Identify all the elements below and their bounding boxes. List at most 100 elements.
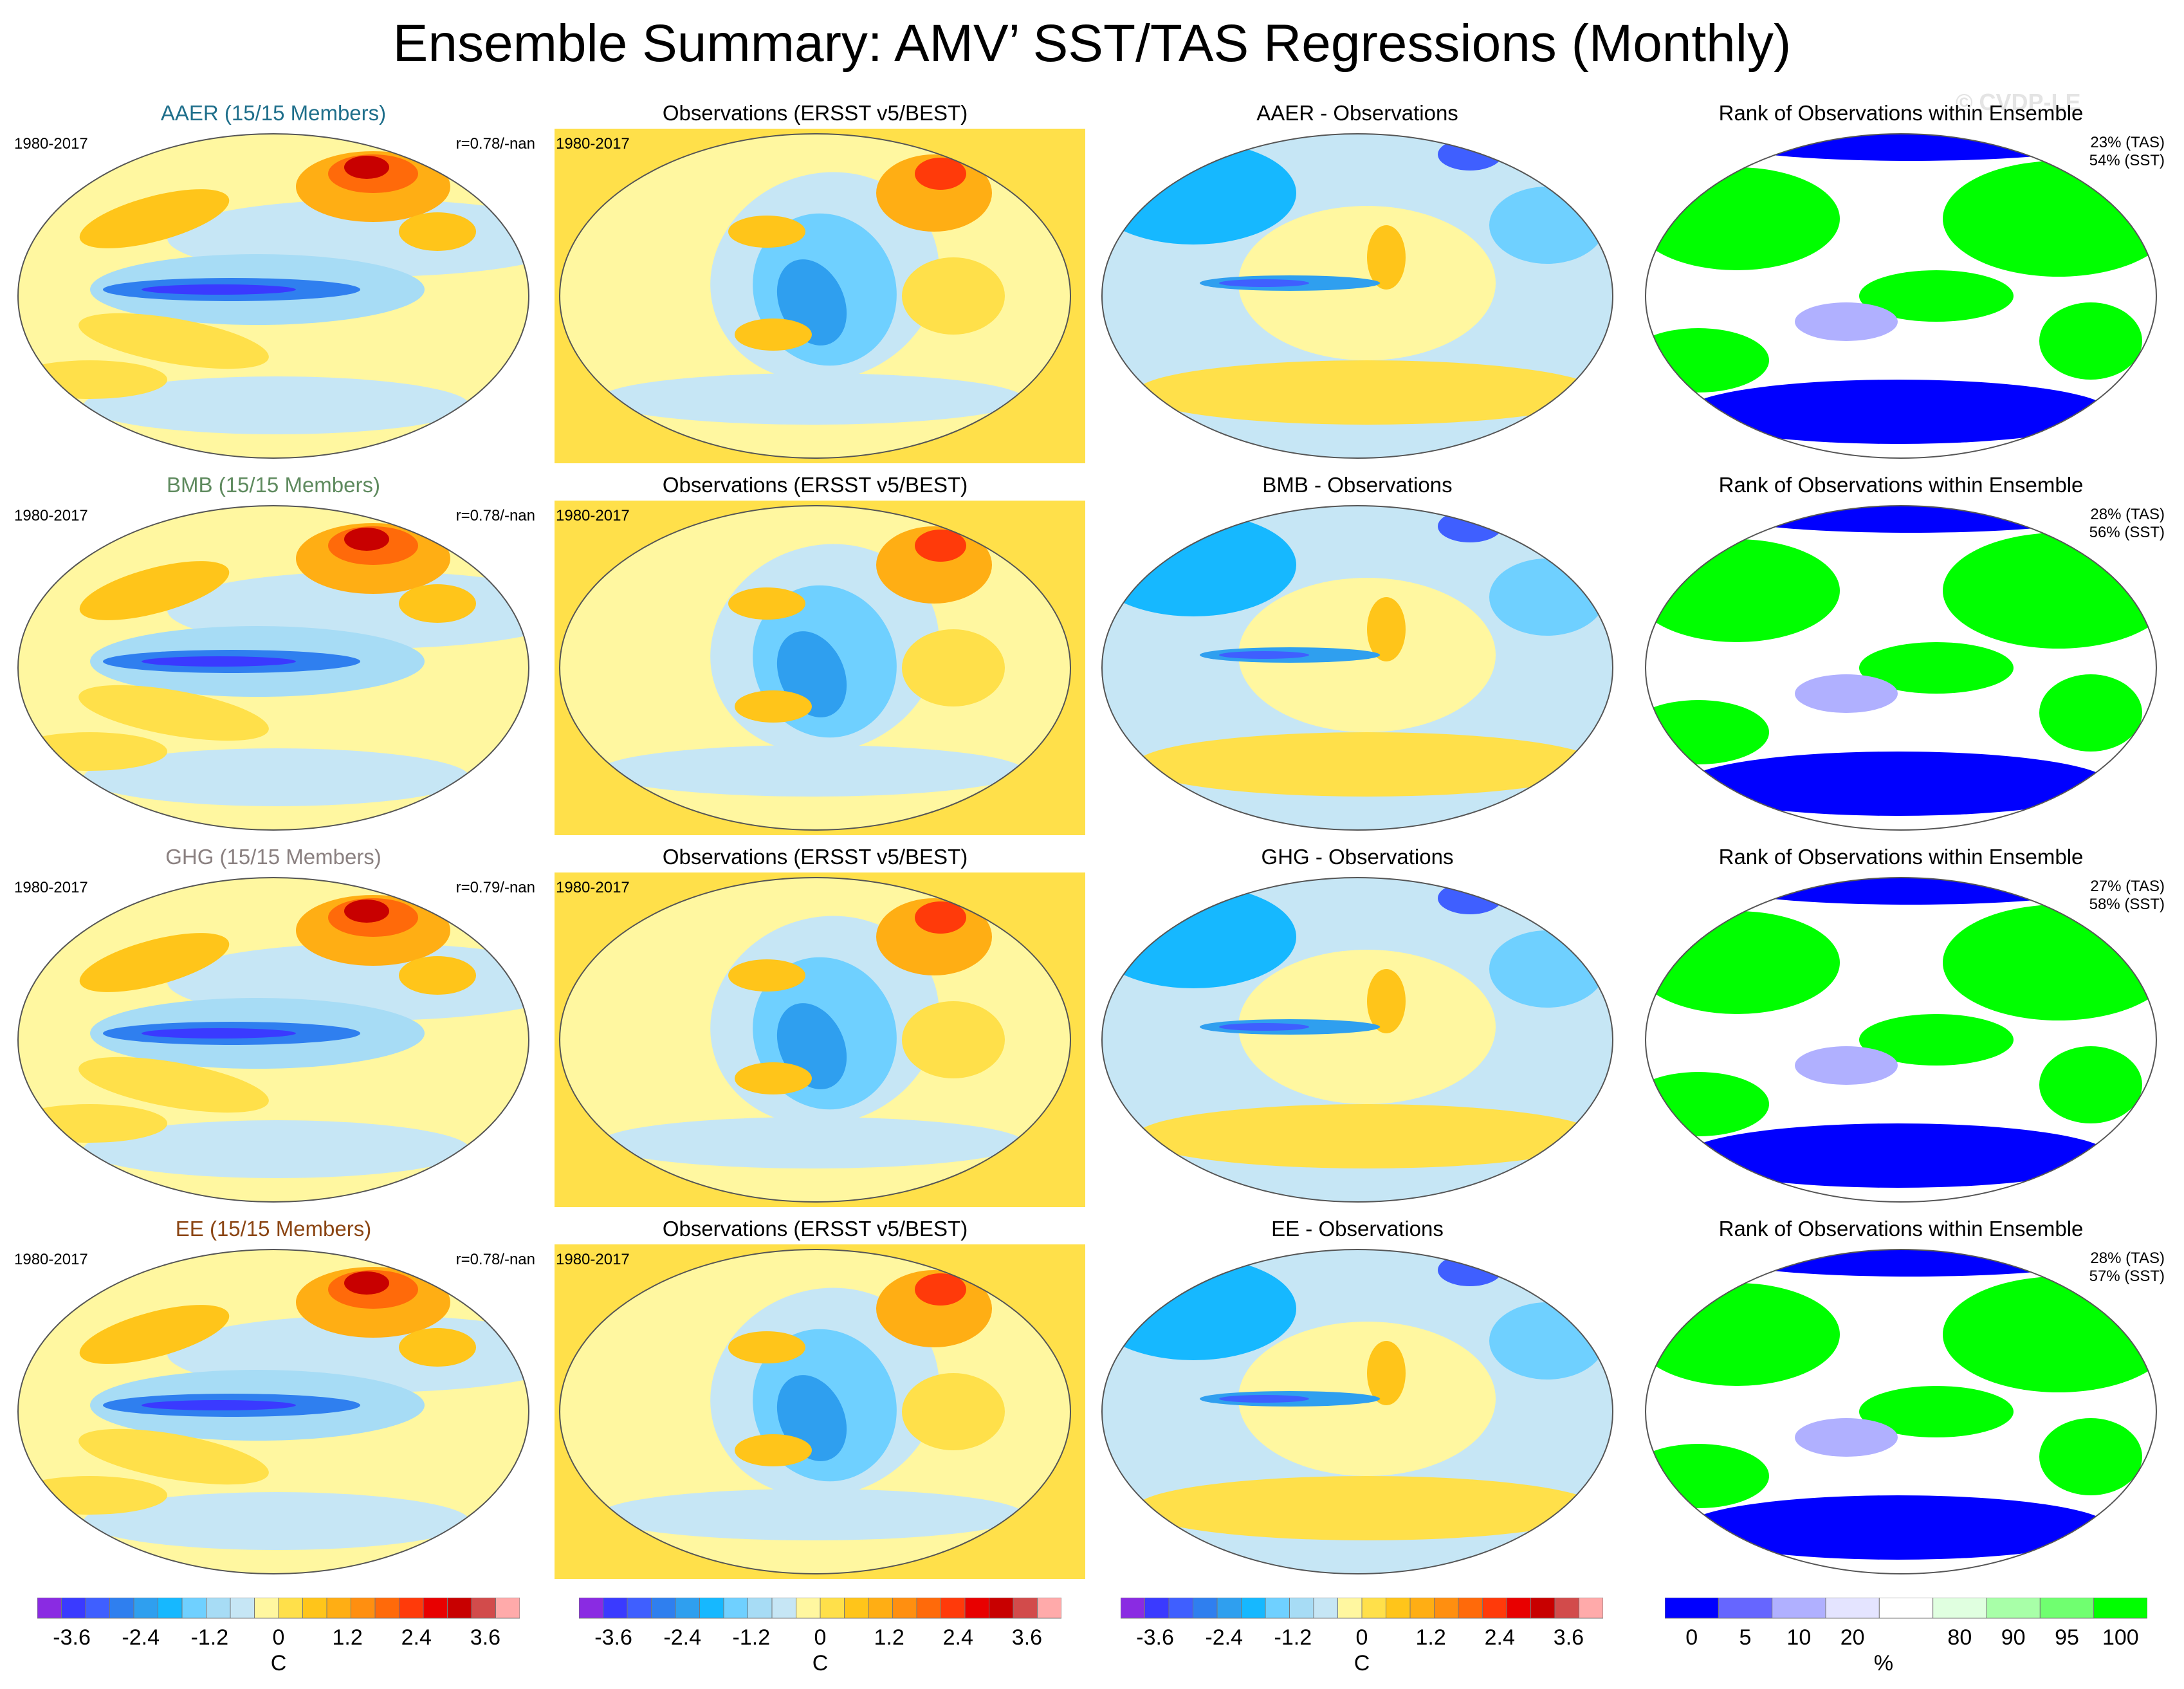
- colorbar-tick-label: -2.4: [122, 1625, 160, 1650]
- rank-pacific-high: [1859, 642, 2014, 694]
- colorbar-swatch: [651, 1597, 676, 1619]
- rank-south-atlantic-high: [2039, 1418, 2142, 1495]
- rank-sst: 56% (SST): [2089, 524, 2165, 541]
- rank-southern-low: [1685, 752, 2110, 816]
- colorbar-swatch: [1825, 1597, 1880, 1619]
- anomaly-southern-ocean-cool: [84, 748, 470, 806]
- anomaly-north-pacific-warm: [79, 561, 230, 620]
- map-svg: [17, 877, 529, 1203]
- anomaly-south-pacific-warm: [78, 313, 269, 369]
- map-outline: [1101, 505, 1613, 831]
- rank-sst: 57% (SST): [2089, 1268, 2165, 1285]
- colorbar-swatch: [1168, 1597, 1193, 1619]
- panel-title: AAER - Observations: [1256, 101, 1458, 125]
- map-outline: [1645, 877, 2157, 1203]
- colorbar-swatch: [627, 1597, 652, 1619]
- difference-southern-ocean-warm: [1135, 732, 1599, 797]
- map-panel-obs: [555, 129, 1088, 463]
- map-outline: [1101, 1249, 1613, 1574]
- difference-eurasia-cool: [1102, 142, 1296, 245]
- difference-north-atlantic-cool: [1438, 138, 1502, 171]
- colorbar-tick-label: -1.2: [1274, 1625, 1312, 1650]
- colorbar-swatch: [1193, 1597, 1218, 1619]
- rank-asia-high: [1646, 1283, 1840, 1386]
- colorbar-swatch: [892, 1597, 917, 1619]
- anomaly-south-pacific-warm: [735, 690, 812, 723]
- map-panel-model: [13, 501, 547, 835]
- colorbar-swatch: [1932, 1597, 1987, 1619]
- colorbar-tick-label: 95: [2055, 1625, 2079, 1650]
- colorbar-swatch: [916, 1597, 941, 1619]
- rank-lavender-patch: [1795, 302, 1898, 341]
- colorbar-tick-label: 80: [1947, 1625, 1972, 1650]
- panel-title: Rank of Observations within Ensemble: [1718, 473, 2084, 497]
- rank-arctic-low: [1718, 506, 2104, 533]
- anomaly-north-pacific-warm: [79, 933, 230, 992]
- colorbar-swatch: [723, 1597, 748, 1619]
- map-svg: [1101, 877, 1613, 1203]
- difference-north-atlantic-cool: [1438, 510, 1502, 542]
- panel-title: Rank of Observations within Ensemble: [1718, 1217, 2084, 1241]
- colorbar-swatch: [1265, 1597, 1290, 1619]
- colorbar-svg: [578, 1597, 1062, 1619]
- colorbar-swatch: [181, 1597, 206, 1619]
- rank-southern-low: [1685, 1495, 2110, 1560]
- colorbar-swatch: [748, 1597, 773, 1619]
- difference-equatorial-deep: [1219, 1395, 1309, 1403]
- rank-tas: 23% (TAS): [2090, 134, 2165, 151]
- map-outline: [1101, 133, 1613, 459]
- map-panel-obs: [555, 1244, 1088, 1579]
- colorbar-swatch: [868, 1597, 893, 1619]
- difference-north-pacific-warm: [1367, 225, 1406, 290]
- map-outline: [1101, 877, 1613, 1203]
- anomaly-indian-ocean-warm: [18, 1476, 167, 1515]
- colorbar-swatch: [1554, 1597, 1579, 1619]
- difference-equatorial-deep: [1219, 1023, 1309, 1031]
- colorbar-swatch: [1664, 1597, 1719, 1619]
- colorbar-tick-label: -2.4: [663, 1625, 701, 1650]
- rank-pacific-high: [1859, 1014, 2014, 1066]
- colorbar-tick-label: 3.6: [1553, 1625, 1584, 1650]
- rank-south-atlantic-high: [2039, 302, 2142, 380]
- map-outline: [17, 505, 529, 831]
- map-outline: [1645, 505, 2157, 831]
- anomaly-labrador-max: [344, 1271, 389, 1295]
- anomaly-south-pacific-warm: [735, 1062, 812, 1094]
- correlation-label: r=0.78/-nan: [455, 135, 535, 152]
- anomaly-atlantic-warm: [902, 629, 1005, 706]
- colorbar-tick-label: 2.4: [401, 1625, 432, 1650]
- colorbar-swatch: [1530, 1597, 1555, 1619]
- colorbar-tick-label: 1.2: [1415, 1625, 1446, 1650]
- map-svg: [1101, 505, 1613, 831]
- colorbar-tick-label: -3.6: [53, 1625, 91, 1650]
- rank-asia-high: [1646, 167, 1840, 270]
- colorbar-swatch: [254, 1597, 279, 1619]
- colorbar-swatch: [1409, 1597, 1435, 1619]
- colorbar-unit: C: [812, 1651, 829, 1675]
- colorbar-swatch: [1241, 1597, 1266, 1619]
- colorbar-swatch: [374, 1597, 399, 1619]
- difference-equatorial-deep: [1219, 651, 1309, 659]
- colorbar-swatch: [1120, 1597, 1145, 1619]
- map-outline: [1645, 1249, 2157, 1574]
- rank-tas: 27% (TAS): [2090, 878, 2165, 895]
- correlation-label: r=0.78/-nan: [455, 1251, 535, 1268]
- panel-title: BMB - Observations: [1262, 473, 1453, 497]
- anomaly-southern-ocean-cool: [600, 1117, 1024, 1168]
- period-label: 1980-2017: [14, 507, 88, 524]
- colorbar-swatch: [109, 1597, 134, 1619]
- map-svg: [1101, 133, 1613, 459]
- colorbar-tick-label: 5: [1739, 1625, 1752, 1650]
- colorbar-tick-label: 2.4: [1484, 1625, 1515, 1650]
- colorbar-tick-label: 0: [1355, 1625, 1368, 1650]
- anomaly-equatorial-deep: [142, 1028, 296, 1038]
- map-panel-rank: [1640, 872, 2174, 1207]
- map-outline: [559, 877, 1071, 1203]
- panel-title: Rank of Observations within Ensemble: [1718, 101, 2084, 125]
- anomaly-atlantic-warm: [902, 257, 1005, 335]
- map-panel-diff: [1097, 129, 1631, 463]
- rank-south-atlantic-high: [2039, 674, 2142, 752]
- panel-title: Observations (ERSST v5/BEST): [662, 473, 968, 497]
- difference-equatorial-deep: [1219, 279, 1309, 287]
- rank-arctic-low: [1718, 134, 2104, 161]
